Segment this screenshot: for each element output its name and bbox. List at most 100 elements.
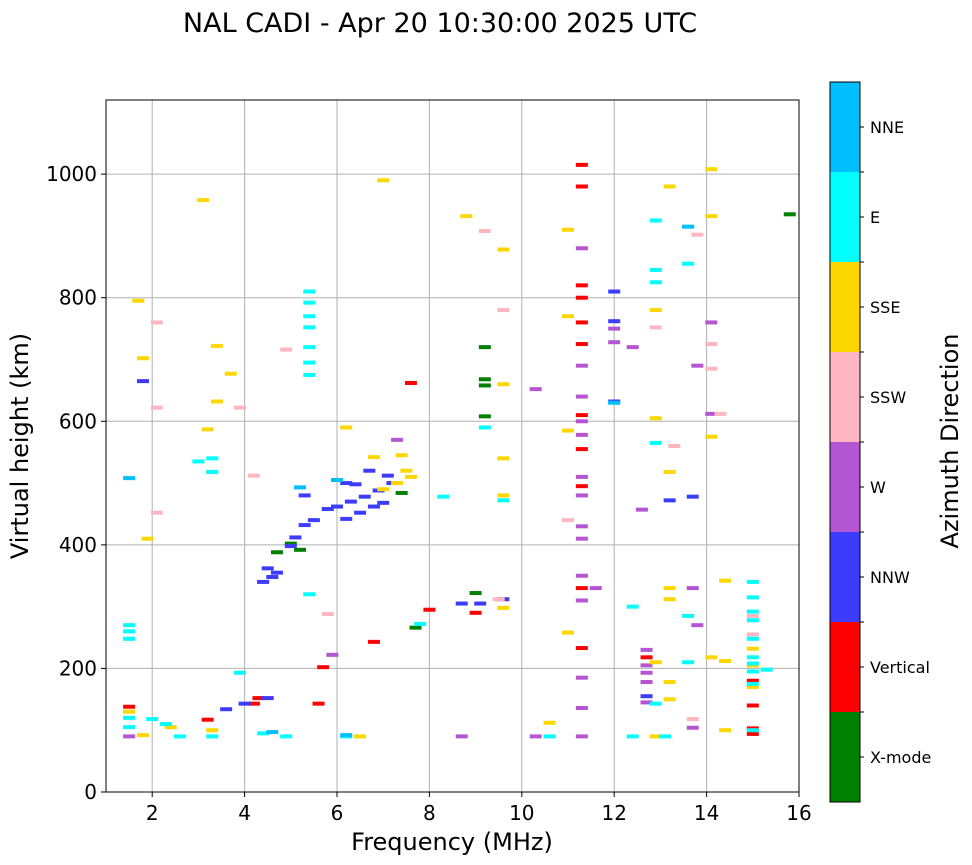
data-point-e (206, 734, 219, 739)
data-point-sse (543, 720, 556, 725)
colorbar-segment (830, 262, 860, 352)
data-point-sse (206, 728, 219, 733)
plot-frame (105, 99, 800, 793)
data-point-nnw (663, 498, 676, 503)
data-point-e (746, 636, 759, 641)
data-point-w (640, 647, 653, 652)
data-point-sse (377, 487, 390, 492)
data-point-nnw (608, 319, 621, 324)
data-point-w (686, 586, 699, 591)
data-point-sse (497, 382, 510, 387)
data-point-sse (663, 469, 676, 474)
data-point-e (123, 715, 136, 720)
data-point-sse (460, 214, 473, 219)
data-point-nnw (307, 518, 320, 523)
data-point-w (691, 623, 704, 628)
data-point-sse (497, 605, 510, 610)
data-point-sse (210, 343, 223, 348)
data-point-sse (719, 728, 732, 733)
data-point-x-mode (409, 625, 422, 630)
data-point-vertical (367, 639, 380, 644)
data-point-e (192, 459, 205, 464)
data-point-ssw (280, 347, 293, 352)
data-point-vertical (640, 655, 653, 660)
x-tick-label: 12 (601, 801, 626, 825)
chart-title: NAL CADI - Apr 20 10:30:00 2025 UTC (183, 8, 697, 39)
data-point-vertical (575, 484, 588, 489)
data-points (123, 162, 796, 739)
data-point-sse (705, 214, 718, 219)
data-point-sse (562, 630, 574, 635)
data-point-sse (123, 709, 136, 714)
data-point-e (649, 218, 662, 223)
data-point-e (303, 345, 316, 350)
data-point-nnw (377, 500, 390, 505)
data-point-sse (400, 468, 413, 473)
data-point-e (746, 579, 759, 584)
data-point-w (575, 573, 588, 578)
data-point-w (123, 734, 136, 739)
y-tick-label: 200 (59, 656, 97, 680)
data-point-nnw (257, 579, 270, 584)
data-point-nnw (608, 289, 621, 294)
data-point-vertical (575, 320, 588, 325)
data-point-vertical (746, 731, 759, 736)
data-point-x-mode (469, 591, 482, 596)
data-point-w (529, 387, 542, 392)
data-point-e (123, 629, 136, 634)
data-point-w (575, 598, 588, 603)
data-point-vertical (575, 413, 588, 418)
data-point-x-mode (783, 212, 796, 217)
y-tick-label: 400 (59, 533, 97, 557)
data-point-sse (705, 655, 718, 660)
data-point-e (303, 372, 316, 377)
data-point-sse (649, 734, 662, 739)
data-point-sse (197, 198, 210, 203)
data-point-e (146, 717, 159, 722)
data-point-sse (132, 298, 145, 303)
data-point-sse (141, 536, 154, 541)
colorbar-category-label: W (870, 478, 886, 497)
data-point-w (575, 675, 588, 680)
data-point-sse (395, 453, 408, 458)
data-point-e (123, 636, 136, 641)
data-point-w (575, 524, 588, 529)
data-point-vertical (746, 703, 759, 708)
x-tick-label: 8 (423, 801, 436, 825)
data-point-ssw (705, 366, 718, 371)
data-point-nne (294, 485, 307, 490)
data-point-ssw (746, 613, 759, 618)
data-point-e (746, 609, 759, 614)
data-point-nnw (381, 473, 394, 478)
data-point-e (497, 498, 510, 503)
data-point-e (233, 670, 246, 675)
data-point-x-mode (478, 414, 491, 419)
data-point-x-mode (284, 541, 297, 546)
data-point-sse (719, 578, 732, 583)
data-point-vertical (575, 283, 588, 288)
data-point-nnw (686, 494, 699, 499)
data-point-vertical (575, 586, 588, 591)
data-point-sse (649, 416, 662, 421)
data-point-ssw (497, 308, 510, 313)
data-point-e (746, 655, 759, 660)
data-point-ssw (233, 405, 246, 410)
data-point-e (649, 267, 662, 272)
data-point-nnw (367, 504, 380, 509)
data-point-sse (497, 456, 510, 461)
data-point-ssw (492, 597, 505, 602)
data-point-vertical (469, 610, 482, 615)
data-point-nne (123, 476, 136, 481)
data-point-sse (562, 314, 574, 319)
data-point-e (303, 592, 316, 597)
data-point-ssw (150, 510, 163, 515)
data-point-ssw (150, 405, 163, 410)
colorbar-category-label: X-mode (870, 748, 931, 767)
data-point-nnw (354, 510, 367, 515)
data-point-w (705, 320, 718, 325)
data-point-nne (682, 224, 695, 229)
data-point-w (575, 432, 588, 437)
data-point-nnw (266, 574, 279, 579)
colorbar-category-label: SSE (870, 298, 900, 317)
data-point-vertical (575, 646, 588, 651)
